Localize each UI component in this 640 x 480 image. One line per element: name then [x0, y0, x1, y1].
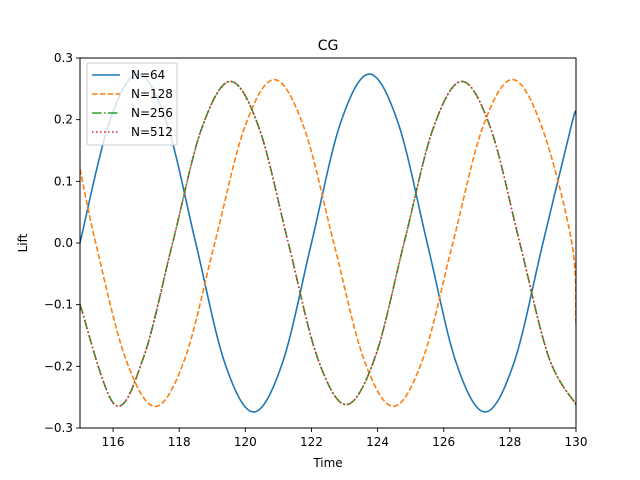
y-tick-label: 0.0	[54, 236, 73, 250]
x-tick-label: 126	[432, 435, 455, 449]
y-tick-label: −0.2	[44, 359, 73, 373]
legend-label: N=512	[131, 125, 173, 139]
y-axis-label: Lift	[16, 233, 30, 252]
x-tick-label: 120	[234, 435, 257, 449]
y-tick-label: 0.2	[54, 113, 73, 127]
x-tick-label: 122	[300, 435, 323, 449]
x-tick-label: 124	[366, 435, 389, 449]
x-tick-label: 118	[168, 435, 191, 449]
x-axis-label: Time	[312, 456, 342, 470]
legend-label: N=128	[131, 87, 173, 101]
ticks-layer: 116 118 120 122 124 126 128 130 −0.3 −0.2 −0.1 0.0 0…	[44, 51, 588, 449]
legend: N=64 N=128 N=256 N=512	[86, 62, 178, 146]
x-tick-label: 116	[102, 435, 125, 449]
legend-label: N=256	[131, 106, 173, 120]
series-line-3	[80, 80, 576, 407]
series-line-4	[80, 80, 576, 407]
y-tick-label: 0.3	[54, 51, 73, 65]
y-tick-label: 0.1	[54, 174, 73, 188]
chart-title: CG	[318, 38, 339, 54]
x-tick-label: 128	[498, 435, 521, 449]
series-line-2	[80, 78, 576, 408]
x-tick-label: 130	[565, 435, 588, 449]
y-tick-label: −0.1	[44, 298, 73, 312]
y-tick-label: −0.3	[44, 421, 73, 435]
legend-box	[86, 62, 178, 146]
legend-label: N=64	[131, 68, 165, 82]
plot-frame	[79, 57, 577, 429]
